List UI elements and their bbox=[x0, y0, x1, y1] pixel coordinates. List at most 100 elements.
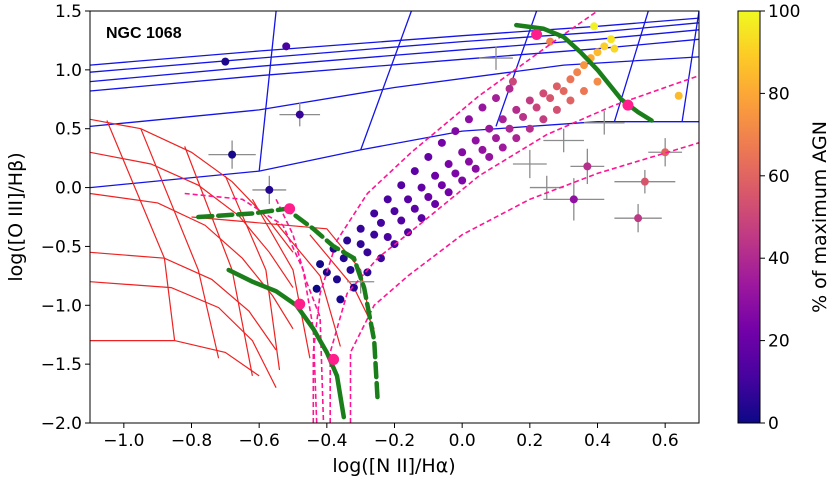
pink-marker bbox=[328, 353, 340, 365]
y-axis-label: log([O III]/Hβ) bbox=[5, 152, 27, 281]
data-point bbox=[573, 68, 582, 77]
y-tick-label: −1.5 bbox=[41, 355, 82, 375]
model-grids bbox=[90, 11, 699, 388]
data-point bbox=[363, 268, 372, 277]
data-point bbox=[674, 91, 683, 100]
data-point bbox=[552, 82, 561, 91]
colorbar-tick-label: 80 bbox=[768, 84, 790, 104]
data-point bbox=[593, 48, 602, 57]
data-point bbox=[485, 152, 494, 161]
data-point bbox=[512, 134, 521, 143]
data-point bbox=[349, 283, 358, 292]
x-tick-label: 0.0 bbox=[449, 431, 476, 451]
data-point bbox=[498, 143, 507, 152]
data-point bbox=[471, 164, 480, 173]
red-grid-line bbox=[90, 281, 277, 388]
blue-grid-line bbox=[90, 29, 699, 83]
pink-marker bbox=[531, 29, 543, 41]
data-point bbox=[404, 195, 413, 204]
data-point bbox=[539, 115, 548, 124]
x-tick-label: −0.6 bbox=[239, 431, 280, 451]
data-point bbox=[532, 103, 541, 112]
data-point bbox=[610, 44, 619, 53]
colorbar-tick-label: 20 bbox=[768, 332, 790, 352]
red-grid-line bbox=[90, 251, 277, 351]
data-point bbox=[579, 87, 588, 96]
x-tick-label: −0.8 bbox=[171, 431, 212, 451]
red-grid-line bbox=[90, 192, 294, 330]
data-point bbox=[390, 207, 399, 216]
data-point bbox=[464, 115, 473, 124]
x-tick-label: −0.2 bbox=[374, 431, 415, 451]
x-tick-label: 0.4 bbox=[584, 431, 611, 451]
red-grid-line bbox=[90, 151, 294, 288]
data-point bbox=[590, 22, 599, 31]
data-point bbox=[525, 96, 534, 105]
x-axis-label: log([N II]/Hα) bbox=[332, 455, 455, 477]
data-point bbox=[336, 295, 345, 304]
data-point bbox=[410, 167, 419, 176]
data-point bbox=[600, 42, 609, 51]
blue-grid-line bbox=[681, 11, 699, 122]
red-grid-line bbox=[90, 340, 260, 377]
data-point bbox=[397, 216, 406, 225]
data-point bbox=[512, 105, 521, 114]
data-point bbox=[332, 275, 341, 284]
data-point bbox=[566, 75, 575, 84]
x-tick-label: −0.4 bbox=[306, 431, 347, 451]
data-point bbox=[478, 145, 487, 154]
data-point bbox=[634, 214, 643, 223]
data-point bbox=[451, 127, 460, 136]
data-point bbox=[579, 61, 588, 70]
data-point bbox=[316, 260, 325, 269]
data-point bbox=[444, 160, 453, 169]
y-tick-label: 1.5 bbox=[55, 2, 82, 22]
data-point bbox=[478, 103, 487, 112]
colorbar-ticks: 0 20 40 60 80 100 bbox=[760, 2, 800, 434]
pink-markers bbox=[284, 29, 634, 365]
data-point bbox=[437, 181, 446, 190]
pink-marker bbox=[284, 203, 296, 215]
data-point bbox=[356, 224, 365, 233]
data-point bbox=[356, 240, 365, 249]
data-point bbox=[376, 218, 385, 227]
green-curve bbox=[196, 206, 380, 402]
data-point bbox=[417, 183, 426, 192]
red-grid-line bbox=[140, 128, 220, 359]
data-point bbox=[444, 188, 453, 197]
data-point bbox=[228, 150, 237, 159]
data-point bbox=[370, 209, 379, 218]
data-point bbox=[498, 115, 507, 124]
data-point bbox=[593, 77, 602, 86]
y-tick-label: 1.0 bbox=[55, 61, 82, 81]
data-point bbox=[505, 124, 514, 133]
data-point bbox=[410, 204, 419, 213]
demarcation-curves bbox=[184, 11, 699, 423]
blue-grid-line bbox=[90, 17, 699, 66]
data-point bbox=[221, 57, 230, 66]
data-point bbox=[492, 94, 500, 103]
pink-marker bbox=[294, 298, 306, 310]
colorbar-label: % of maximum AGN bbox=[809, 121, 831, 313]
data-point bbox=[546, 37, 555, 46]
y-tick-label: −2.0 bbox=[41, 414, 82, 434]
data-point bbox=[417, 214, 426, 223]
blue-grid-line bbox=[258, 11, 277, 172]
x-tick-label: 0.2 bbox=[516, 431, 543, 451]
data-point bbox=[661, 148, 670, 157]
red-grid-line bbox=[90, 118, 294, 253]
data-point bbox=[519, 112, 528, 121]
pink-marker bbox=[622, 99, 634, 111]
colorbar-tick-label: 100 bbox=[768, 2, 800, 22]
blue-grid-line bbox=[360, 11, 413, 151]
colorbar-tick-label: 60 bbox=[768, 167, 790, 187]
data-point bbox=[485, 124, 494, 133]
data-point bbox=[363, 248, 372, 257]
data-point bbox=[569, 195, 578, 204]
y-tick-label: 0.0 bbox=[55, 179, 82, 199]
blue-grid-line bbox=[90, 22, 699, 73]
data-point bbox=[559, 87, 568, 96]
red-grid-line bbox=[224, 175, 281, 371]
red-grid-line bbox=[106, 120, 176, 341]
